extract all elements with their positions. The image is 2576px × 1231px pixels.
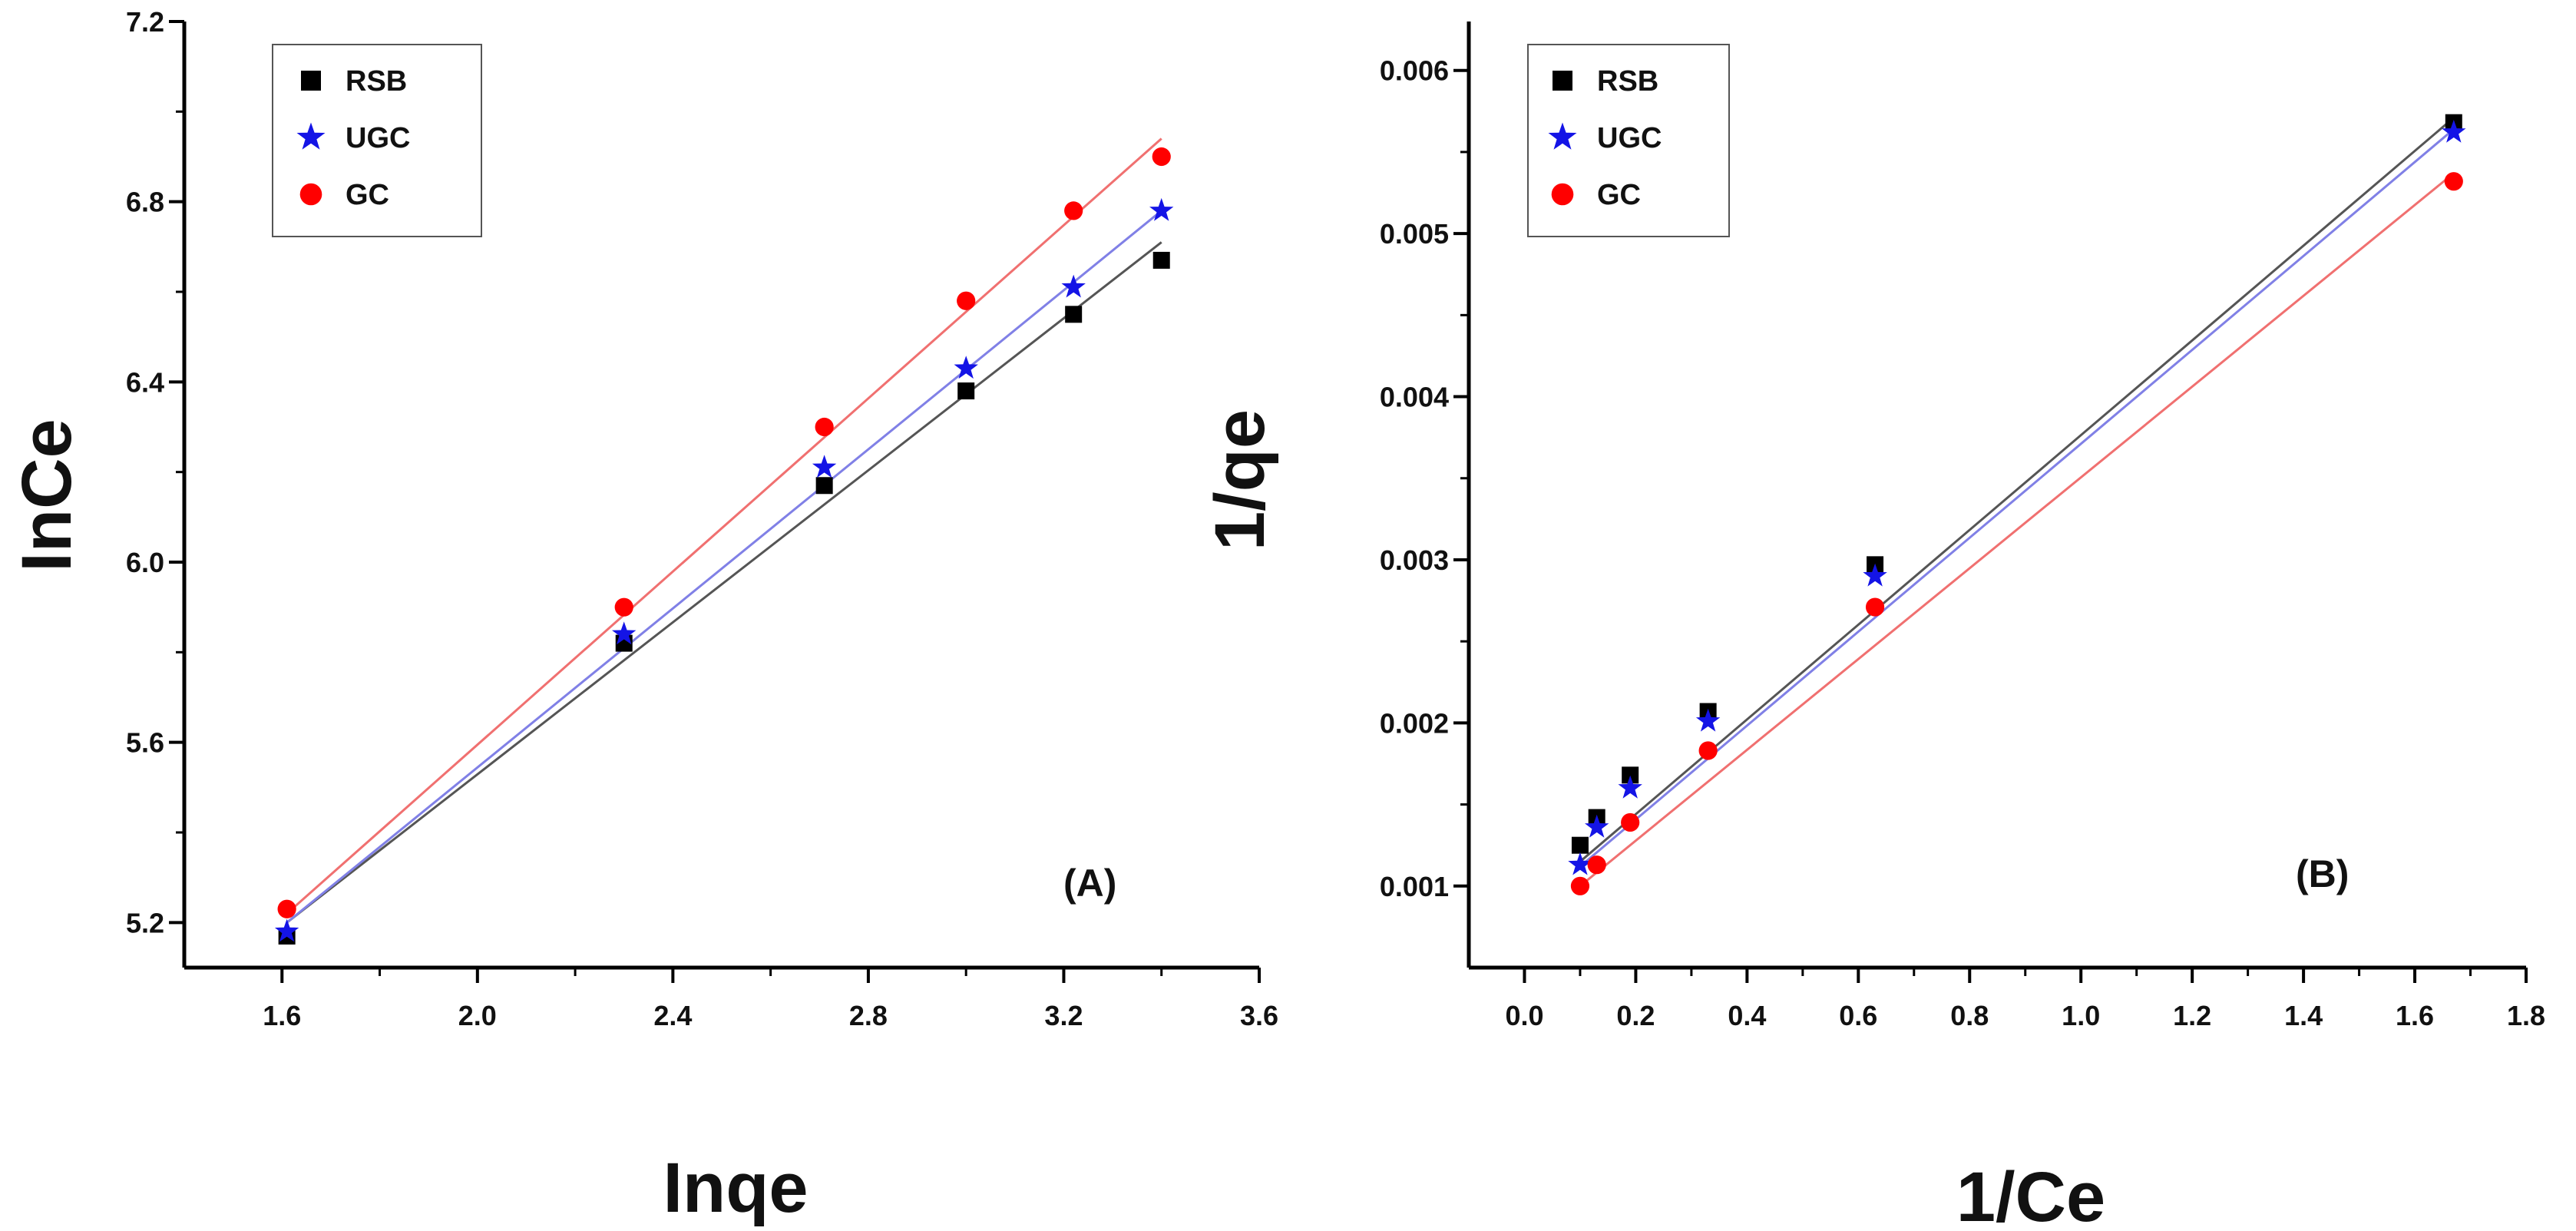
- panel-a-point-ugc: [274, 918, 299, 942]
- panel-a-point-rsb: [815, 477, 833, 495]
- panel-b-point-ugc: [1618, 775, 1642, 799]
- panel-b-x-tick-label: 0.4: [1728, 1000, 1766, 1031]
- panel-a-point-gc: [614, 597, 633, 617]
- panel-a-point-rsb: [1065, 306, 1083, 323]
- panel-b-point-rsb: [1622, 766, 1639, 784]
- panel-a-x-tick-label: 2.4: [653, 1000, 692, 1031]
- panel-b-x-tick-label: 0.0: [1505, 1000, 1543, 1031]
- panel-b-point-gc: [1587, 855, 1606, 875]
- panel-a-point-ugc: [812, 455, 837, 478]
- panel-a-legend-label-gc: GC: [346, 179, 389, 211]
- panel-b-legend-label-gc: GC: [1597, 179, 1641, 211]
- panel-a-fit-line-rsb: [286, 241, 1162, 924]
- panel-a-label: (A): [1063, 862, 1116, 905]
- panel-a-y-tick-label: 5.2: [126, 907, 164, 938]
- panel-b-y-axis-title: 1/qe: [1201, 409, 1279, 551]
- panel-a-point-ugc: [1149, 197, 1174, 221]
- panel-a-y-tick-label: 6.4: [126, 366, 164, 398]
- panel-b-point-ugc: [1585, 814, 1609, 838]
- panel-b-x-tick-label: 0.6: [1839, 1000, 1877, 1031]
- panel-b-fit-line-rsb: [1579, 117, 2455, 863]
- panel-b-point-gc: [1570, 876, 1590, 895]
- panel-b-y-tick-label: 0.004: [1380, 382, 1449, 413]
- chart-panel-b: 0.0 0.2 0.4 0.6 0.8 1.0 1.2 1.4 1.6 1.8 0.001 0.002…: [1201, 22, 2545, 1231]
- panel-a-point-gc: [1064, 201, 1083, 220]
- panel-a-y-tick-label: 6.0: [126, 547, 164, 578]
- panel-b-y-tick-label: 0.003: [1380, 544, 1449, 576]
- panel-b-x-tick-label: 1.4: [2284, 1000, 2323, 1031]
- panel-b-point-ugc: [1695, 708, 1721, 732]
- panel-b-legend-marker-ugc: [1548, 122, 1577, 150]
- panel-a-legend-label-ugc: UGC: [346, 122, 410, 154]
- panel-a-legend: RSB UGC GC: [272, 44, 482, 237]
- panel-b-legend-label-ugc: UGC: [1597, 122, 1662, 154]
- panel-b-x-tick-label: 1.2: [2173, 1000, 2211, 1031]
- panel-b-point-rsb: [1571, 836, 1589, 854]
- panel-b-x-tick-label: 1.0: [2062, 1000, 2100, 1031]
- panel-a-point-rsb: [957, 382, 975, 400]
- panel-b-y-tick-label: 0.001: [1380, 871, 1449, 902]
- panel-a-point-ugc: [612, 621, 637, 645]
- panel-b-x-tick-label: 1.6: [2396, 1000, 2434, 1031]
- panel-b-fit-line-gc: [1579, 172, 2455, 887]
- panel-a-point-ugc: [1061, 274, 1086, 298]
- panel-a-point-gc: [1152, 147, 1171, 167]
- panel-a-x-tick-label: 3.2: [1044, 1000, 1083, 1031]
- panel-b-fit-lines: [1579, 117, 2455, 887]
- panel-b-point-ugc: [2442, 119, 2466, 143]
- panel-a-point-ugc: [954, 356, 978, 379]
- panel-b-y-tick-label: 0.005: [1380, 218, 1449, 250]
- panel-b-point-gc: [1698, 741, 1718, 760]
- panel-b-x-tick-label: 1.8: [2507, 1000, 2545, 1031]
- panel-b-legend: RSB UGC GC: [1527, 44, 1730, 237]
- panel-b-legend-label-rsb: RSB: [1597, 65, 1658, 98]
- panel-a-x-axis-title: Inqe: [663, 1149, 808, 1227]
- panel-a-point-gc: [957, 291, 976, 310]
- panel-b-legend-marker-gc: [1551, 183, 1574, 206]
- panel-b-y-tick-label: 0.002: [1380, 707, 1449, 739]
- panel-b-y-tick-label: 0.006: [1380, 55, 1449, 87]
- panel-a-ticks: 1.6 2.0 2.4 2.8 3.2 3.6 5.2 5.6 6.0 6.4 6.8 7.2: [126, 6, 1278, 1031]
- panel-b-point-gc: [1865, 597, 1885, 617]
- panel-b-point-ugc: [1863, 563, 1887, 587]
- panel-b-label: (B): [2296, 852, 2349, 895]
- panel-a-x-tick-label: 2.8: [849, 1000, 888, 1031]
- panel-a-legend-label-rsb: RSB: [346, 65, 407, 98]
- panel-b-fit-line-ugc: [1579, 128, 2455, 868]
- panel-a-fit-line-gc: [286, 137, 1162, 915]
- panel-a-x-tick-label: 3.6: [1240, 1000, 1278, 1031]
- panel-b-x-tick-label: 0.2: [1616, 1000, 1655, 1031]
- panel-a-y-tick-label: 5.6: [126, 727, 164, 759]
- panel-a-y-axis-title: InCe: [8, 419, 86, 571]
- panel-a-y-tick-label: 7.2: [126, 6, 164, 38]
- panel-a-x-tick-label: 1.6: [263, 1000, 301, 1031]
- panel-b-legend-marker-rsb: [1553, 71, 1572, 91]
- panel-b-data-points: [1568, 114, 2466, 895]
- panel-a-fit-line-ugc: [286, 210, 1162, 924]
- panel-b-x-tick-label: 0.8: [1950, 1000, 1989, 1031]
- panel-a-y-tick-label: 6.8: [126, 187, 164, 218]
- panel-a-legend-marker-rsb: [301, 71, 321, 91]
- chart-panel-a: 1.6 2.0 2.4 2.8 3.2 3.6 5.2 5.6 6.0 6.4 6.8 7.2 RSB…: [8, 6, 1278, 1227]
- panel-a-point-gc: [815, 417, 834, 437]
- panel-b-ticks: 0.0 0.2 0.4 0.6 0.8 1.0 1.2 1.4 1.6 1.8 0.001 0.002…: [1380, 55, 2545, 1031]
- panel-b-point-gc: [2444, 172, 2463, 191]
- panel-a-x-tick-label: 2.0: [458, 1000, 497, 1031]
- panel-b-point-ugc: [1568, 852, 1592, 875]
- panel-a-fit-lines: [286, 137, 1162, 924]
- panel-a-data-points: [274, 147, 1174, 945]
- panel-b-point-gc: [1621, 812, 1640, 832]
- panel-b-x-axis-title: 1/Ce: [1956, 1158, 2105, 1231]
- panel-a-point-rsb: [1152, 251, 1170, 269]
- panel-a-point-gc: [277, 899, 296, 918]
- panel-a-legend-marker-ugc: [296, 122, 326, 150]
- panel-a-legend-marker-gc: [299, 183, 322, 206]
